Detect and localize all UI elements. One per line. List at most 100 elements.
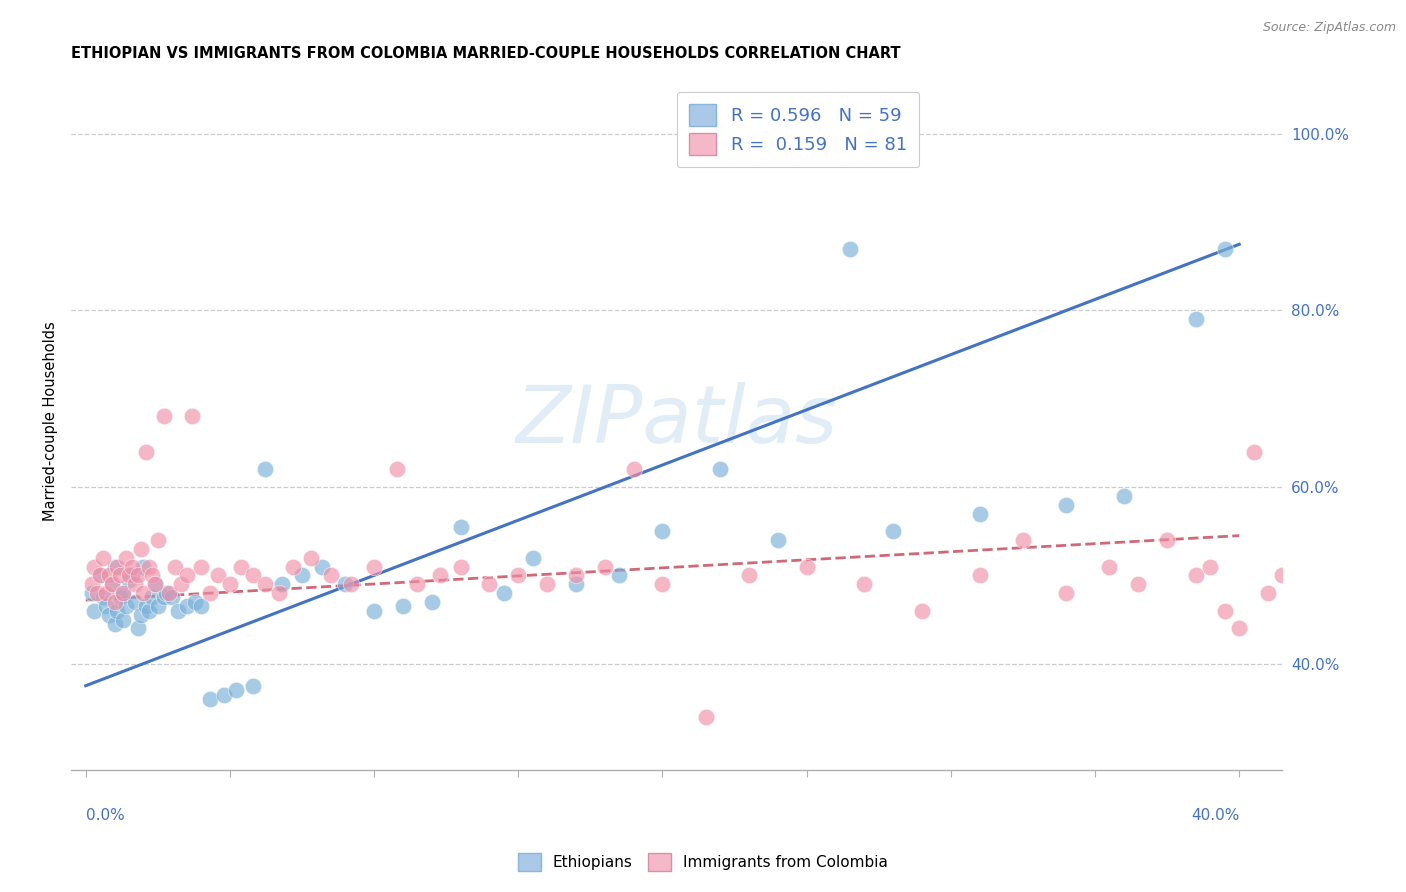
Point [565, 568, 588, 582]
Point [231, 559, 253, 574]
Point [1320, 516, 1343, 530]
Point [132, 586, 155, 600]
Point [138, 604, 160, 618]
Point [91, 550, 114, 565]
Point [121, 568, 143, 582]
Point [522, 550, 544, 565]
Point [107, 559, 129, 574]
Point [1199, 559, 1222, 574]
Text: ETHIOPIAN VS IMMIGRANTS FROM COLOMBIA MARRIED-COUPLE HOUSEHOLDS CORRELATION CHAR: ETHIOPIAN VS IMMIGRANTS FROM COLOMBIA MA… [72, 46, 901, 62]
Point [118, 573, 141, 587]
Point [89, 568, 111, 582]
Point [478, 577, 501, 591]
Point [420, 595, 443, 609]
Point [207, 568, 229, 582]
Point [969, 507, 991, 521]
Point [167, 604, 190, 618]
Point [1301, 586, 1323, 600]
Point [253, 462, 276, 476]
Point [80, 586, 103, 600]
Point [97, 568, 120, 582]
Point [1185, 312, 1208, 326]
Point [340, 577, 363, 591]
Point [1012, 533, 1035, 547]
Point [135, 444, 157, 458]
Point [121, 559, 143, 574]
Point [738, 568, 761, 582]
Point [508, 568, 530, 582]
Point [129, 608, 152, 623]
Point [651, 524, 673, 539]
Point [1213, 242, 1236, 256]
Point [1334, 621, 1357, 635]
Point [1128, 577, 1150, 591]
Point [118, 568, 141, 582]
Point [853, 577, 876, 591]
Point [242, 568, 264, 582]
Point [155, 586, 177, 600]
Point [129, 541, 152, 556]
Text: Source: ZipAtlas.com: Source: ZipAtlas.com [1263, 21, 1396, 35]
Point [796, 559, 818, 574]
Point [709, 462, 731, 476]
Point [283, 559, 305, 574]
Point [152, 591, 174, 605]
Point [184, 595, 207, 609]
Point [103, 559, 125, 574]
Point [1309, 507, 1331, 521]
Point [112, 613, 135, 627]
Point [157, 586, 180, 600]
Point [1156, 533, 1178, 547]
Point [124, 577, 146, 591]
Point [882, 524, 904, 539]
Point [1285, 516, 1308, 530]
Point [969, 568, 991, 582]
Point [141, 591, 163, 605]
Point [135, 599, 157, 614]
Point [253, 577, 276, 591]
Point [97, 608, 120, 623]
Point [86, 586, 108, 600]
Point [1343, 524, 1365, 539]
Text: 0.0%: 0.0% [86, 808, 125, 823]
Point [1329, 709, 1351, 723]
Point [363, 559, 385, 574]
Point [83, 604, 105, 618]
Point [1243, 444, 1265, 458]
Point [225, 683, 247, 698]
Point [198, 586, 221, 600]
Y-axis label: Married-couple Households: Married-couple Households [44, 321, 58, 521]
Point [911, 604, 934, 618]
Point [1257, 586, 1279, 600]
Point [110, 568, 132, 582]
Point [429, 568, 451, 582]
Point [267, 586, 290, 600]
Point [143, 577, 166, 591]
Point [593, 559, 616, 574]
Point [536, 577, 558, 591]
Point [170, 577, 193, 591]
Point [112, 586, 135, 600]
Point [392, 599, 415, 614]
Point [1054, 498, 1077, 512]
Point [406, 577, 429, 591]
Point [1112, 489, 1135, 503]
Point [91, 591, 114, 605]
Point [1279, 533, 1302, 547]
Point [100, 577, 122, 591]
Point [103, 616, 125, 631]
Point [94, 586, 117, 600]
Point [127, 568, 149, 582]
Point [219, 577, 242, 591]
Point [198, 692, 221, 706]
Point [242, 679, 264, 693]
Point [492, 586, 515, 600]
Point [190, 559, 212, 574]
Point [141, 568, 163, 582]
Point [695, 709, 717, 723]
Point [162, 591, 184, 605]
Point [1185, 568, 1208, 582]
Point [181, 409, 204, 424]
Point [89, 568, 111, 582]
Point [335, 577, 357, 591]
